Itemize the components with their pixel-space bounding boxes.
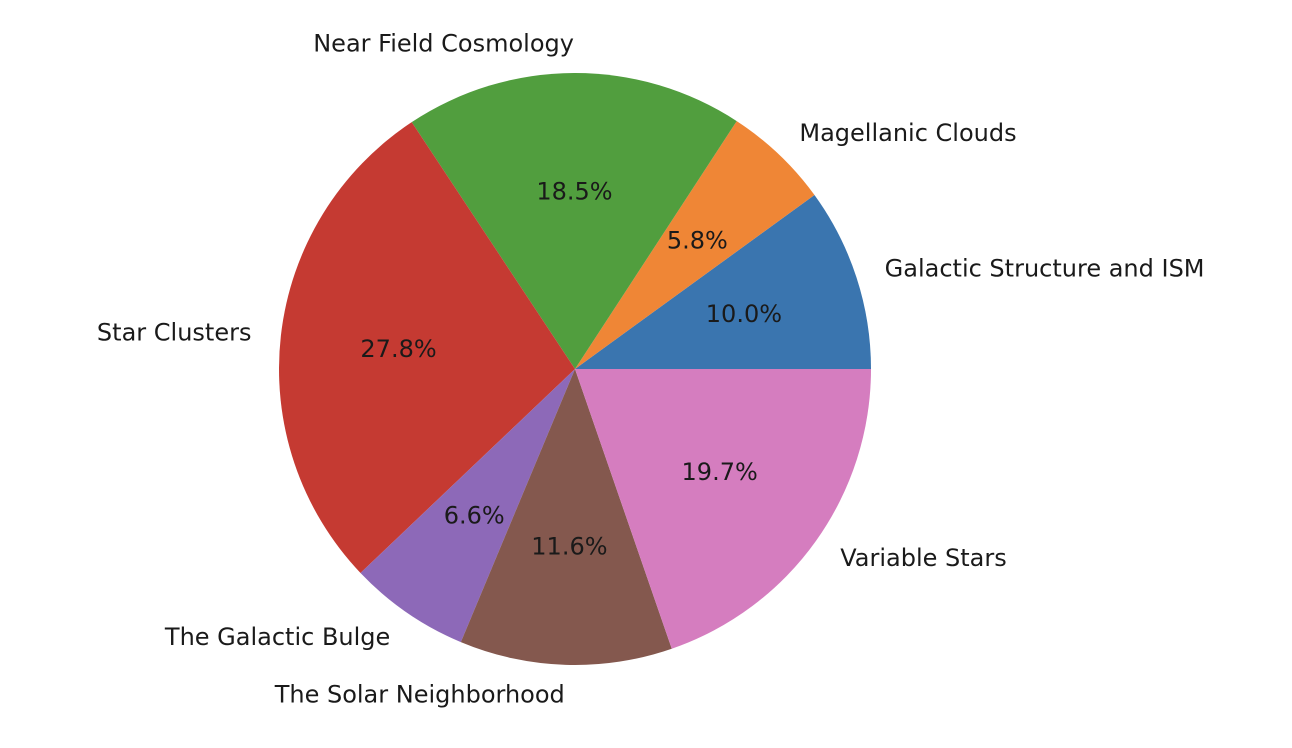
category-label-magellanic-clouds: Magellanic Clouds [799, 119, 1016, 147]
pie-slice-the-solar-neighborhood [460, 369, 672, 665]
pie-slice-galactic-structure-and-ism [575, 195, 871, 369]
pie-slice-star-clusters [279, 122, 575, 573]
pie-slice-the-galactic-bulge [360, 369, 575, 643]
category-label-the-solar-neighborhood: The Solar Neighborhood [274, 680, 565, 708]
percent-label-magellanic-clouds: 5.8% [667, 226, 728, 254]
category-labels: Galactic Structure and ISM Magellanic Clo… [97, 29, 1205, 708]
percent-label-the-solar-neighborhood: 11.6% [531, 533, 607, 561]
category-label-near-field-cosmology: Near Field Cosmology [313, 29, 574, 57]
percent-label-variable-stars: 19.7% [682, 458, 758, 486]
percent-label-the-galactic-bulge: 6.6% [444, 501, 505, 529]
pie-slices [279, 72, 871, 665]
category-label-variable-stars: Variable Stars [840, 544, 1007, 572]
category-label-galactic-structure-and-ism: Galactic Structure and ISM [885, 254, 1205, 282]
percent-labels: 10.0% 5.8% 18.5% 27.8% 6.6% 11.6% 19.7% [360, 177, 782, 560]
category-label-star-clusters: Star Clusters [97, 318, 252, 346]
pie-slice-variable-stars [575, 369, 871, 649]
pie-slice-near-field-cosmology [411, 72, 737, 369]
percent-label-galactic-structure-and-ism: 10.0% [706, 300, 782, 328]
percent-label-star-clusters: 27.8% [360, 335, 436, 363]
category-label-the-galactic-bulge: The Galactic Bulge [164, 623, 390, 651]
percent-label-near-field-cosmology: 18.5% [536, 177, 612, 205]
pie-slice-magellanic-clouds [575, 121, 815, 369]
